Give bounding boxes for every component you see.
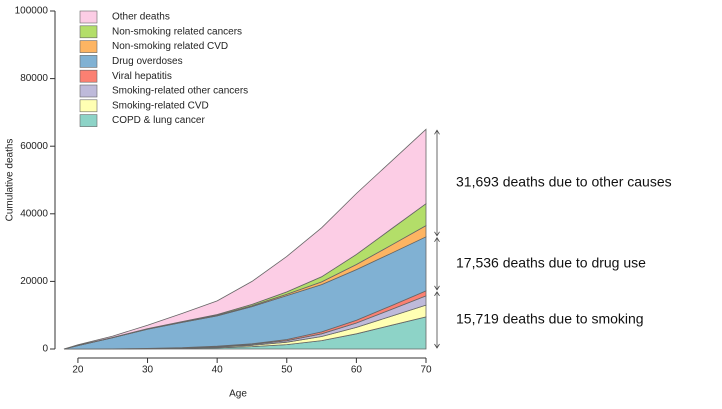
legend-label: COPD & lung cancer	[112, 115, 205, 126]
legend-label: Non-smoking related cancers	[112, 26, 242, 37]
legend-swatch	[79, 69, 98, 83]
legend-swatch	[79, 84, 98, 98]
x-tick-label: 60	[351, 365, 363, 376]
y-tick-label: 60000	[20, 141, 48, 152]
y-axis-label: Cumulative deaths	[5, 139, 16, 222]
bracket-arrow	[434, 291, 440, 297]
bracket-arrow	[434, 129, 440, 135]
legend-swatch	[79, 25, 98, 39]
area	[63, 128, 427, 350]
y-tick-label: 0	[42, 344, 48, 355]
y-tick-label: 20000	[20, 276, 48, 287]
y-tick-label: 100000	[15, 6, 49, 17]
x-tick-label: 20	[72, 365, 84, 376]
y-tick-label: 40000	[20, 208, 48, 219]
legend-label: Drug overdoses	[112, 56, 183, 67]
legend-label: Other deaths	[112, 12, 170, 23]
x-tick-label: 50	[281, 365, 293, 376]
annotation: 31,693 deaths due to other causes	[456, 174, 672, 190]
legend-label: Smoking-related other cancers	[112, 86, 248, 97]
x-tick-label: 70	[420, 365, 432, 376]
annotation: 17,536 deaths due to drug use	[456, 255, 646, 271]
legend-swatch	[79, 114, 98, 127]
legend-label: Viral hepatitis	[112, 71, 172, 82]
legend-label: Smoking-related CVD	[112, 100, 209, 111]
x-tick-label: 30	[142, 365, 154, 376]
legend-swatch	[79, 40, 98, 53]
bracket-arrow	[434, 285, 440, 291]
bracket-arrow	[434, 231, 440, 237]
annotation: 15,719 deaths due to smoking	[456, 311, 644, 327]
y-tick-label: 80000	[20, 73, 48, 84]
bracket-arrow	[434, 237, 440, 242]
legend-label: Non-smoking related CVD	[112, 41, 228, 52]
x-axis-label: Age	[229, 389, 247, 400]
bracket-arrow	[434, 343, 440, 349]
legend-swatch	[79, 55, 98, 68]
legend-swatch	[79, 10, 98, 24]
legend-swatch	[79, 99, 98, 113]
x-tick-label: 40	[212, 365, 224, 376]
